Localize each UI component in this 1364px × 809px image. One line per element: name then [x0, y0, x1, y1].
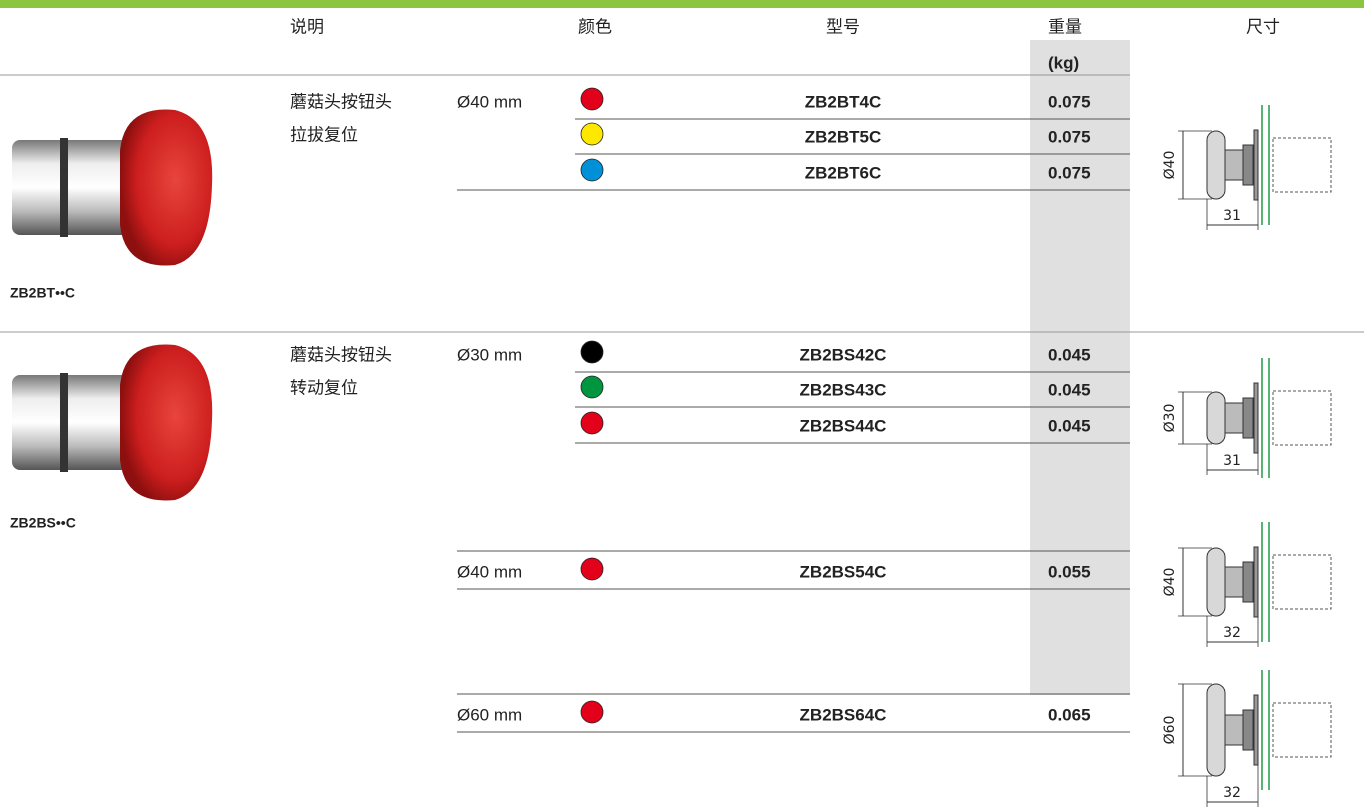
weight-column-shade [1030, 40, 1130, 695]
drawing-neck [1224, 149, 1244, 181]
model: ZB2BS43C [800, 380, 887, 399]
drawing-body [1242, 709, 1254, 751]
weight: 0.045 [1048, 380, 1091, 399]
product-body [12, 375, 132, 470]
weight: 0.055 [1048, 562, 1091, 581]
color-dot [580, 87, 604, 111]
color-dot [580, 557, 604, 581]
col-header: 尺寸 [1246, 17, 1280, 36]
product-label: ZB2BT••C [10, 285, 75, 301]
diameter: Ø40 mm [457, 562, 522, 581]
top-bar [0, 0, 1364, 8]
diameter: Ø30 mm [457, 345, 522, 364]
product-image [12, 109, 213, 266]
dim-diameter: Ø40 [1162, 151, 1178, 180]
product-ring [60, 138, 68, 237]
product-cap [120, 109, 213, 266]
product-label: ZB2BS••C [10, 515, 76, 531]
product-ring [60, 373, 68, 472]
drawing-block [1272, 554, 1332, 610]
description: 蘑菇头按钮头 [290, 92, 392, 111]
dim-length: 32 [1223, 625, 1241, 641]
product-body [12, 140, 132, 235]
drawing-flange [1253, 694, 1259, 766]
model: ZB2BS44C [800, 416, 887, 435]
model: ZB2BT4C [805, 92, 882, 111]
description: 蘑菇头按钮头 [290, 345, 392, 364]
weight: 0.075 [1048, 163, 1091, 182]
diameter: Ø60 mm [457, 705, 522, 724]
color-dot [580, 340, 604, 364]
dim-length: 31 [1223, 208, 1241, 224]
drawing-body [1242, 397, 1254, 439]
dim-length: 31 [1223, 453, 1241, 469]
dim-diameter: Ø60 [1162, 716, 1178, 745]
drawing-flange [1253, 382, 1259, 454]
drawing-head [1206, 130, 1226, 200]
col-header-unit: (kg) [1048, 53, 1079, 72]
product-cap [120, 344, 213, 501]
drawing-head [1206, 547, 1226, 617]
drawing-neck [1224, 566, 1244, 598]
dim-length: 32 [1223, 785, 1241, 801]
color-dot [580, 158, 604, 182]
model: ZB2BT6C [805, 163, 882, 182]
col-header: 型号 [826, 17, 860, 36]
drawing-head [1206, 683, 1226, 777]
description: 转动复位 [290, 378, 358, 397]
drawing-flange [1253, 546, 1259, 618]
dim-diameter: Ø30 [1162, 404, 1178, 433]
drawing-flange [1253, 129, 1259, 201]
weight: 0.075 [1048, 92, 1091, 111]
model: ZB2BS42C [800, 345, 887, 364]
diameter: Ø40 mm [457, 92, 522, 111]
drawing-block [1272, 390, 1332, 446]
drawing-block [1272, 702, 1332, 758]
drawing-body [1242, 561, 1254, 603]
model: ZB2BT5C [805, 127, 882, 146]
description: 拉拔复位 [290, 125, 358, 144]
dim-diameter: Ø40 [1162, 568, 1178, 597]
model: ZB2BS64C [800, 705, 887, 724]
drawing-block [1272, 137, 1332, 193]
weight: 0.045 [1048, 416, 1091, 435]
drawing-neck [1224, 402, 1244, 434]
col-header: 说明 [290, 17, 324, 36]
weight: 0.075 [1048, 127, 1091, 146]
drawing-neck [1224, 714, 1244, 746]
color-dot [580, 375, 604, 399]
col-header: 颜色 [578, 17, 612, 36]
weight: 0.065 [1048, 705, 1091, 724]
color-dot [580, 411, 604, 435]
drawing-body [1242, 144, 1254, 186]
color-dot [580, 700, 604, 724]
model: ZB2BS54C [800, 562, 887, 581]
weight: 0.045 [1048, 345, 1091, 364]
col-header: 重量 [1048, 17, 1082, 36]
color-dot [580, 122, 604, 146]
drawing-head [1206, 391, 1226, 445]
product-image [12, 344, 213, 501]
